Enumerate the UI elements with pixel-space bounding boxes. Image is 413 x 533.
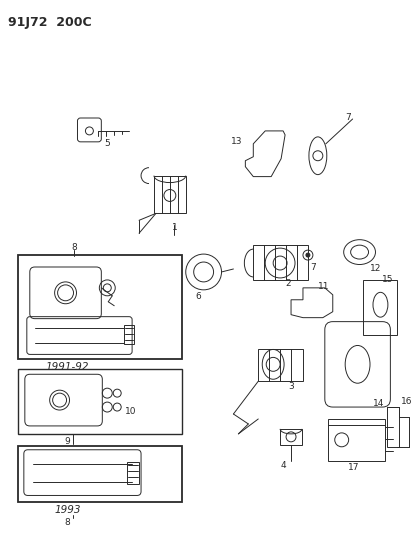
- Bar: [253, 245, 307, 280]
- Bar: [154, 175, 185, 213]
- Text: 8: 8: [71, 243, 77, 252]
- Bar: [124, 325, 134, 344]
- Text: 5: 5: [104, 139, 110, 148]
- Text: 3: 3: [287, 382, 293, 391]
- Text: 16: 16: [400, 397, 412, 406]
- Text: 91J72  200C: 91J72 200C: [8, 15, 91, 29]
- Text: 10: 10: [125, 407, 136, 416]
- Bar: [18, 369, 181, 434]
- Text: 14: 14: [372, 399, 383, 408]
- Text: 1991-92: 1991-92: [46, 362, 89, 373]
- Text: 1: 1: [171, 223, 177, 232]
- Bar: [18, 255, 181, 359]
- Text: 9: 9: [64, 437, 70, 446]
- Bar: [280, 429, 301, 445]
- Text: 7: 7: [345, 113, 351, 122]
- Text: 7: 7: [309, 263, 315, 272]
- Text: 17: 17: [347, 463, 358, 472]
- Bar: [18, 446, 181, 503]
- Text: 4: 4: [280, 461, 285, 470]
- Text: 6: 6: [195, 292, 201, 301]
- Bar: [387, 407, 399, 447]
- Text: 11: 11: [317, 282, 329, 291]
- Text: 12: 12: [369, 264, 380, 273]
- Text: 2: 2: [285, 279, 290, 288]
- Text: 8: 8: [64, 518, 70, 527]
- Text: 1993: 1993: [54, 505, 81, 515]
- Text: 15: 15: [382, 275, 393, 284]
- Bar: [258, 350, 302, 381]
- Bar: [362, 280, 396, 335]
- Bar: [327, 419, 385, 461]
- Bar: [127, 462, 139, 483]
- Text: 13: 13: [231, 137, 242, 146]
- Circle shape: [305, 253, 309, 257]
